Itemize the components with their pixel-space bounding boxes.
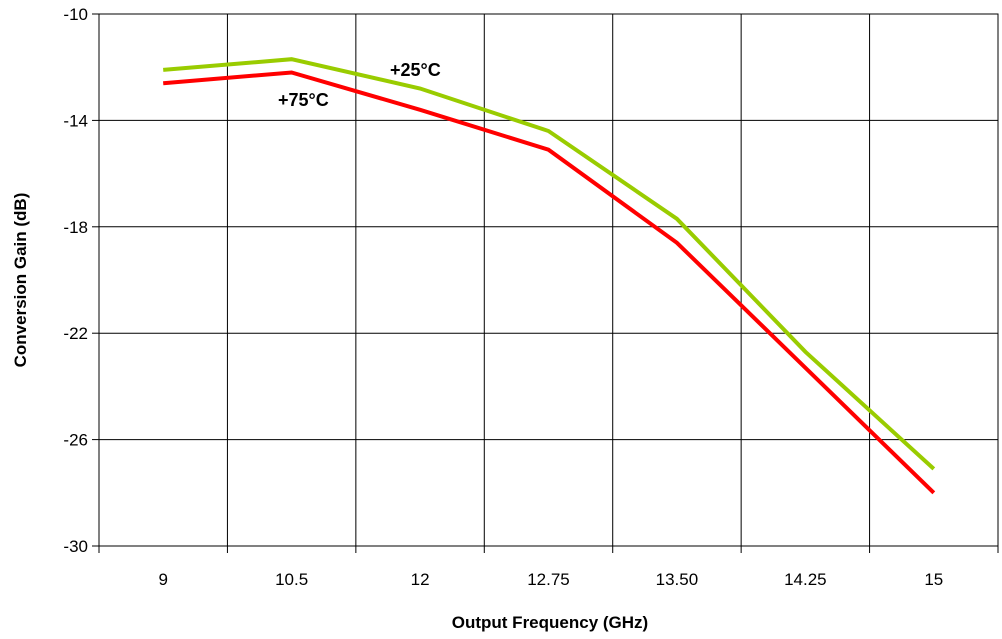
gridlines — [99, 14, 998, 546]
y-tick-label: -14 — [63, 111, 88, 130]
series-label-75c: +75°C — [278, 90, 329, 110]
x-tick-label: 13.50 — [656, 570, 699, 589]
y-tick-labels: -10 -14 -18 -22 -26 -30 — [63, 5, 99, 556]
y-tick-label: -26 — [63, 431, 88, 450]
plot-area — [98, 13, 999, 547]
x-tick-label: 10.5 — [275, 570, 308, 589]
y-tick-label: -18 — [63, 218, 88, 237]
y-tick-label: -30 — [63, 537, 88, 556]
plot-frame — [98, 13, 999, 547]
x-axis-title: Output Frequency (GHz) — [452, 613, 648, 632]
x-tick-label: 14.25 — [784, 570, 827, 589]
x-tick-label: 15 — [924, 570, 943, 589]
x-tick-label: 9 — [158, 570, 167, 589]
x-tick-label: 12 — [411, 570, 430, 589]
series-line-1 — [163, 70, 936, 495]
x-tick-label: 12.75 — [527, 570, 570, 589]
y-axis-title: Conversion Gain (dB) — [11, 193, 30, 368]
series-line-0 — [163, 57, 936, 471]
x-tick-labels: 9 10.5 12 12.75 13.50 14.25 15 — [98, 546, 999, 589]
y-tick-label: -10 — [63, 5, 88, 24]
y-tick-label: -22 — [63, 324, 88, 343]
series-lines — [163, 57, 936, 495]
series-label-25c: +25°C — [390, 60, 441, 80]
